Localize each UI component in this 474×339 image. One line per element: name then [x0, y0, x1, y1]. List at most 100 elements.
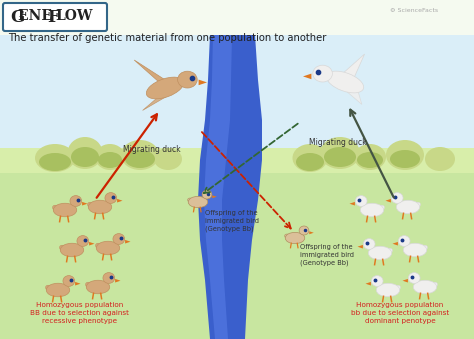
Ellipse shape	[413, 280, 437, 294]
Ellipse shape	[408, 273, 420, 283]
FancyBboxPatch shape	[3, 3, 107, 31]
Polygon shape	[134, 60, 173, 85]
Ellipse shape	[146, 77, 184, 99]
Ellipse shape	[360, 203, 383, 217]
Polygon shape	[365, 282, 371, 285]
Polygon shape	[115, 279, 120, 282]
Polygon shape	[204, 35, 232, 339]
Ellipse shape	[398, 236, 410, 246]
Ellipse shape	[430, 282, 438, 288]
Ellipse shape	[121, 140, 159, 170]
Ellipse shape	[154, 148, 182, 170]
Polygon shape	[385, 199, 391, 202]
Polygon shape	[392, 242, 398, 245]
Ellipse shape	[46, 283, 70, 297]
Text: Offspring of the
immigrated bird
(Genotype Bb): Offspring of the immigrated bird (Genoty…	[300, 244, 354, 266]
Ellipse shape	[357, 152, 383, 168]
Ellipse shape	[368, 246, 392, 260]
Ellipse shape	[77, 236, 89, 246]
Ellipse shape	[98, 152, 122, 168]
Ellipse shape	[63, 276, 74, 286]
Ellipse shape	[364, 239, 375, 250]
Ellipse shape	[39, 153, 71, 171]
Ellipse shape	[202, 190, 212, 199]
Bar	[0, 35, 474, 190]
Ellipse shape	[67, 137, 102, 169]
Text: Migrating duck: Migrating duck	[309, 138, 367, 147]
Polygon shape	[125, 240, 130, 243]
Ellipse shape	[378, 205, 384, 211]
Ellipse shape	[396, 200, 419, 214]
Ellipse shape	[386, 248, 392, 254]
Ellipse shape	[46, 285, 53, 291]
Ellipse shape	[105, 193, 117, 203]
Polygon shape	[89, 242, 94, 245]
Text: Homozygous population
BB due to selection against
recessive phenotype: Homozygous population BB due to selectio…	[30, 302, 129, 324]
Polygon shape	[342, 85, 362, 104]
Text: LOW: LOW	[55, 9, 92, 23]
Ellipse shape	[86, 282, 92, 288]
Ellipse shape	[96, 241, 120, 255]
Bar	[0, 150, 474, 339]
Ellipse shape	[96, 243, 102, 249]
Text: F: F	[47, 9, 59, 26]
Polygon shape	[303, 74, 311, 79]
Ellipse shape	[71, 147, 99, 167]
Text: Migrating duck: Migrating duck	[123, 145, 181, 154]
Ellipse shape	[88, 202, 94, 208]
Ellipse shape	[324, 147, 356, 167]
Ellipse shape	[178, 71, 197, 88]
Polygon shape	[75, 282, 81, 285]
Polygon shape	[309, 231, 314, 234]
Polygon shape	[402, 279, 408, 282]
Ellipse shape	[299, 226, 309, 235]
Polygon shape	[349, 202, 355, 205]
Ellipse shape	[403, 243, 427, 257]
Polygon shape	[143, 91, 176, 111]
Ellipse shape	[95, 144, 125, 170]
Ellipse shape	[60, 243, 84, 257]
Ellipse shape	[103, 273, 115, 283]
Ellipse shape	[88, 200, 112, 214]
Ellipse shape	[354, 144, 386, 170]
Ellipse shape	[113, 234, 125, 244]
Ellipse shape	[425, 147, 455, 171]
Ellipse shape	[70, 196, 82, 206]
Ellipse shape	[35, 144, 75, 172]
Ellipse shape	[188, 196, 208, 207]
Ellipse shape	[371, 276, 383, 286]
Ellipse shape	[420, 245, 428, 251]
Ellipse shape	[296, 153, 324, 171]
Text: G: G	[10, 9, 24, 26]
Ellipse shape	[386, 140, 424, 170]
Ellipse shape	[285, 234, 291, 239]
Polygon shape	[339, 54, 365, 79]
Polygon shape	[212, 195, 217, 198]
Text: The transfer of genetic material from one population to another: The transfer of genetic material from on…	[8, 33, 327, 43]
Ellipse shape	[414, 202, 420, 208]
Polygon shape	[357, 245, 363, 248]
Ellipse shape	[292, 144, 328, 172]
Ellipse shape	[356, 196, 367, 206]
Ellipse shape	[285, 232, 305, 244]
Ellipse shape	[390, 150, 420, 168]
Text: Homozygous population
bb due to selection against
dominant penotype: Homozygous population bb due to selectio…	[351, 302, 449, 324]
Polygon shape	[199, 80, 207, 85]
Text: ⚙ ScienceFacts: ⚙ ScienceFacts	[390, 8, 438, 13]
Ellipse shape	[393, 285, 401, 291]
Ellipse shape	[326, 71, 364, 93]
Bar	[0, 148, 474, 173]
Ellipse shape	[376, 283, 400, 297]
Ellipse shape	[125, 150, 155, 168]
Ellipse shape	[188, 198, 193, 203]
Polygon shape	[117, 199, 122, 202]
Polygon shape	[198, 35, 262, 339]
Ellipse shape	[86, 280, 109, 294]
Text: Offspring of the
immigrated bird
(Genotype Bb): Offspring of the immigrated bird (Genoty…	[205, 210, 259, 233]
Text: ENE: ENE	[18, 9, 57, 23]
Ellipse shape	[313, 65, 332, 82]
Ellipse shape	[60, 245, 66, 251]
Ellipse shape	[392, 193, 403, 203]
Ellipse shape	[320, 137, 360, 169]
Ellipse shape	[53, 203, 77, 217]
